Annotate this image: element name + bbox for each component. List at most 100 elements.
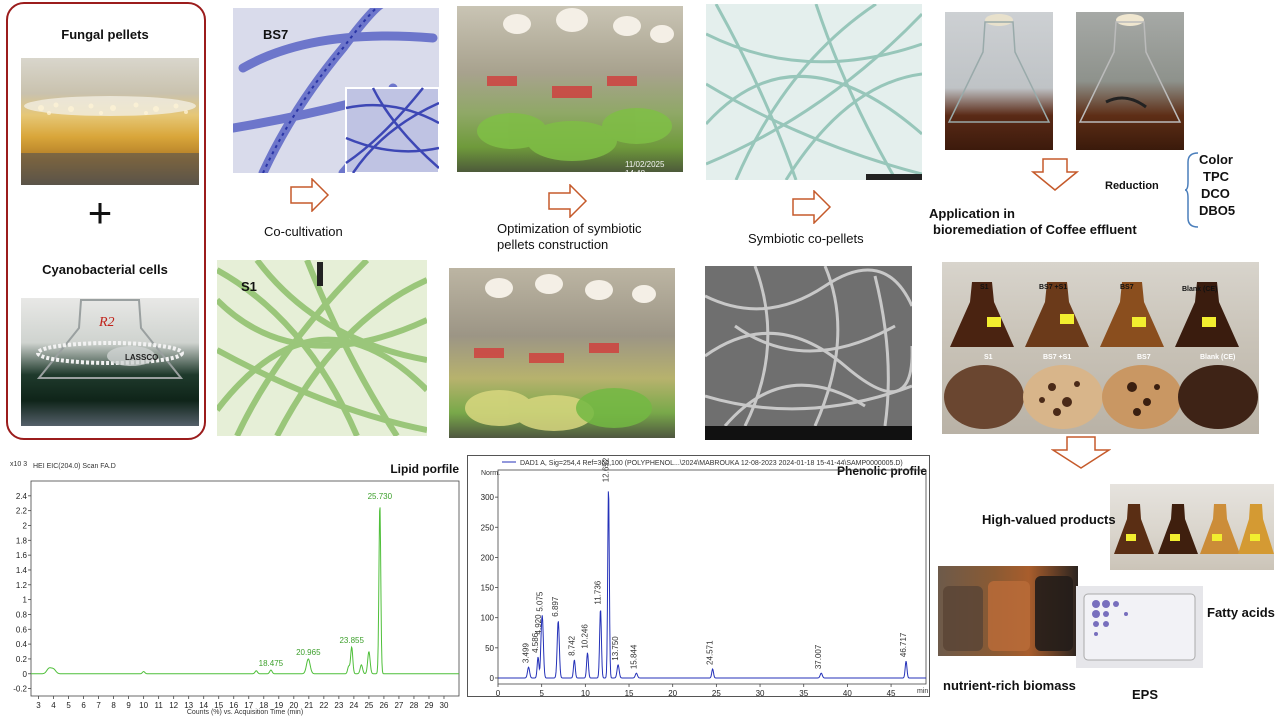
lipid-peak-label: 18.475	[259, 659, 284, 668]
arrow-right-3	[792, 190, 832, 224]
lipid-series-line	[31, 507, 459, 675]
fungal-cyano-panel	[6, 2, 206, 440]
lipid-x-tick-label: 15	[214, 701, 223, 710]
phenolic-x-tick-label: 15	[625, 689, 634, 696]
dish-label-bs7-s1: BS7 +S1	[1043, 354, 1072, 361]
lipid-x-tick-label: 18	[259, 701, 268, 710]
cyanobacterial-cells-label: Cyanobacterial cells	[42, 262, 168, 277]
fungal-pellets-label: Fungal pellets	[61, 27, 149, 42]
lipid-x-tick-label: 25	[364, 701, 373, 710]
phenolic-y-tick-label: 250	[481, 523, 495, 532]
lipid-y-tick-label: 1.2	[16, 581, 28, 590]
phenolic-header: DAD1 A, Sig=254,4 Ref=360,100 (POLYPHENO…	[520, 460, 903, 467]
lipid-peak-label: 20.965	[296, 648, 321, 657]
phenolic-peak-label: 11.736	[594, 580, 603, 604]
phenolic-chart-svg: DAD1 A, Sig=254,4 Ref=360,100 (POLYPHENO…	[481, 457, 929, 698]
lipid-x-tick-label: 12	[169, 701, 178, 710]
optimization-flasks-photo-bottom	[449, 268, 675, 438]
phenolic-x-tick-label: 25	[712, 689, 721, 696]
lipid-y-tick-label: 0.8	[16, 610, 28, 619]
phenolic-peak-label: 8.742	[567, 635, 576, 656]
fungal-flask-drawing	[21, 96, 199, 185]
lipid-x-tick-label: 29	[425, 701, 434, 710]
s1-filaments-drawing	[217, 260, 427, 436]
lipid-x-tick-label: 5	[66, 701, 71, 710]
phenolic-plot-frame	[497, 469, 927, 685]
cyano-flask-drawing: LASSCO R2	[36, 299, 184, 379]
sem-network-drawing	[705, 266, 912, 440]
lipid-x-tick-label: 7	[96, 701, 101, 710]
svg-text:LASSCO: LASSCO	[125, 353, 158, 362]
phenolic-y-tick-label: 100	[481, 614, 495, 623]
optimization-flasks-drawing-bottom	[465, 274, 656, 431]
lipid-x-tick-label: 11	[154, 701, 163, 710]
phenolic-series-line	[498, 491, 926, 679]
flask-label-bs7-s1: BS7 +S1	[1039, 284, 1068, 291]
phenolic-y-tick-label: 300	[481, 493, 495, 502]
biomass-label: nutrient-rich biomass	[943, 678, 1076, 693]
application-label-line2: bioremediation of Coffee effluent	[933, 222, 1137, 237]
bs7-hyphae-drawing	[233, 8, 439, 173]
reduction-label: Reduction	[1105, 180, 1159, 192]
lipid-x-tick-label: 8	[111, 701, 116, 710]
flask-label-blank: Blank (CE)	[1182, 286, 1218, 293]
lipid-title: Lipid porfile	[390, 462, 459, 476]
phenolic-peak-label: 4.920	[534, 614, 543, 635]
lipid-y-tick-label: 2	[23, 521, 28, 530]
bs7-micrograph: BS7	[233, 8, 439, 173]
lipid-y-exponent: x10 3	[10, 461, 27, 468]
treatment-drawing	[944, 282, 1258, 429]
eps-plate-drawing	[1083, 593, 1196, 661]
lipid-y-tick-label: 1.8	[16, 536, 28, 545]
flask-label-bs7: BS7	[1120, 284, 1134, 291]
flask-label-s1: S1	[980, 284, 989, 291]
phenolic-peak-label: 13.750	[611, 636, 620, 661]
phenolic-peak-label: 5.075	[535, 591, 544, 612]
phenolic-chart: DAD1 A, Sig=254,4 Ref=360,100 (POLYPHENO…	[467, 455, 930, 698]
effluent-flask-drawing-1	[947, 14, 1051, 123]
lipid-y-tick-label: 1	[23, 596, 28, 605]
phenolic-y-tick-label: 50	[485, 644, 494, 653]
coffee-effluent-flask-2	[1076, 12, 1184, 150]
lipid-x-tick-label: 3	[36, 701, 41, 710]
dish-label-blank: Blank (CE)	[1200, 354, 1236, 361]
lipid-x-tick-label: 9	[126, 701, 131, 710]
lipid-peak-label: 25.730	[368, 492, 393, 501]
lipid-x-tick-label: 4	[51, 701, 56, 710]
phenolic-peak-label: 37.007	[814, 644, 823, 669]
lipid-x-tick-label: 20	[289, 701, 298, 710]
dish-label-s1: S1	[984, 354, 993, 361]
phenolic-x-tick-label: 35	[799, 689, 808, 696]
s1-label: S1	[241, 279, 257, 294]
lipid-y-tick-label: 1.6	[16, 551, 28, 560]
lipid-x-tick-label: 19	[274, 701, 283, 710]
s1-micrograph: S1	[217, 260, 427, 436]
plus-sign: +	[87, 189, 113, 236]
eps-label: EPS	[1132, 687, 1159, 702]
phenolic-peak-label: 12.652	[602, 457, 611, 482]
lipid-x-tick-label: 30	[440, 701, 449, 710]
phenolic-x-tick-label: 0	[496, 689, 501, 696]
phenolic-xlabel: min	[917, 688, 928, 695]
lipid-x-tick-label: 24	[349, 701, 358, 710]
reduction-item-color: Color	[1199, 152, 1233, 167]
phenolic-ylabel: Norm.	[481, 470, 500, 477]
biomass-photo	[938, 566, 1078, 656]
high-valued-products-photo	[1110, 484, 1274, 570]
lipid-y-tick-label: 2.2	[16, 507, 28, 516]
arrow-down-1	[1031, 158, 1079, 191]
fatty-acids-label: Fatty acids	[1207, 605, 1275, 620]
phenolic-peak-label: 46.717	[899, 632, 908, 657]
lipid-x-tick-label: 27	[394, 701, 403, 710]
phenolic-x-tick-label: 30	[756, 689, 765, 696]
phenolic-peak-label: 15.844	[629, 644, 638, 669]
arrow-right-1	[290, 178, 330, 212]
lipid-y-tick-label: 0	[23, 670, 28, 679]
lipid-x-tick-label: 22	[319, 701, 328, 710]
phenolic-x-tick-label: 45	[887, 689, 896, 696]
lipid-x-tick-label: 23	[334, 701, 343, 710]
phenolic-title: Phenolic profile	[837, 464, 927, 478]
phenolic-peak-label: 4.586	[531, 632, 540, 653]
lipid-y-tick-label: 0.4	[16, 640, 28, 649]
lipid-x-tick-label: 10	[139, 701, 148, 710]
